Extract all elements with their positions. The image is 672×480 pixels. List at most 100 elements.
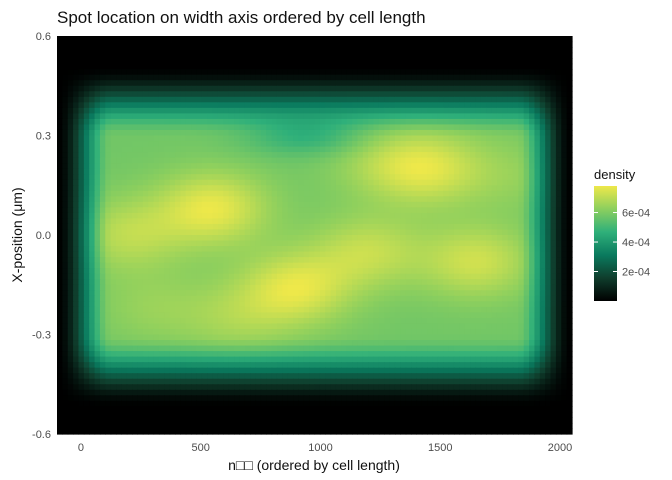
density-cell <box>325 74 332 81</box>
density-cell <box>384 290 391 297</box>
density-cell <box>78 290 85 297</box>
density-cell <box>475 124 482 131</box>
density-cell <box>411 306 418 313</box>
density-cell <box>341 85 348 92</box>
density-cell <box>325 141 332 148</box>
density-cell <box>201 185 208 192</box>
density-cell <box>201 207 208 214</box>
density-cell <box>319 107 326 114</box>
density-cell <box>357 152 364 159</box>
density-cell <box>62 301 69 308</box>
density-cell <box>405 185 412 192</box>
density-cell <box>357 196 364 203</box>
density-cell <box>480 129 487 137</box>
density-cell <box>94 257 101 264</box>
density-cell <box>228 190 235 197</box>
density-cell <box>234 268 240 275</box>
density-cell <box>255 146 262 153</box>
density-cell <box>83 295 90 302</box>
density-cell <box>94 85 101 92</box>
density-cell <box>561 113 568 120</box>
density-cell <box>405 74 412 81</box>
density-cell <box>223 174 230 181</box>
density-cell <box>196 201 203 208</box>
density-cell <box>228 246 235 253</box>
density-cell <box>459 113 466 120</box>
density-cell <box>110 212 117 220</box>
density-cell <box>73 47 80 54</box>
density-cell <box>550 284 557 291</box>
density-cell <box>158 190 165 197</box>
density-cell <box>346 185 353 192</box>
density-cell <box>502 190 509 197</box>
density-cell <box>158 107 165 114</box>
density-cell <box>550 240 557 247</box>
density-cell <box>459 102 466 109</box>
density-cell <box>453 91 460 98</box>
density-cell <box>132 124 139 131</box>
density-cell <box>293 196 299 203</box>
density-cell <box>453 212 460 220</box>
density-cell <box>384 179 391 186</box>
density-cell <box>164 63 171 70</box>
density-cell <box>175 201 181 208</box>
density-cell <box>153 240 160 247</box>
density-cell <box>384 129 391 137</box>
density-cell <box>158 306 165 313</box>
density-cell <box>309 129 316 137</box>
density-cell <box>89 52 96 59</box>
density-cell <box>271 69 278 76</box>
density-cell <box>255 41 262 48</box>
density-cell <box>325 96 332 103</box>
density-cell <box>480 52 487 59</box>
density-cell <box>384 251 391 258</box>
density-cell <box>244 124 251 131</box>
density-cell <box>185 63 192 70</box>
density-cell <box>459 47 466 54</box>
density-cell <box>491 141 498 148</box>
density-cell <box>62 190 69 197</box>
density-cell <box>539 284 546 291</box>
density-cell <box>545 107 552 114</box>
density-cell <box>239 196 246 203</box>
density-cell <box>475 52 482 59</box>
density-cell <box>470 124 477 131</box>
density-cell <box>99 201 106 208</box>
density-cell <box>314 85 321 92</box>
density-cell <box>271 273 278 280</box>
density-cell <box>121 312 128 319</box>
density-cell <box>566 312 573 319</box>
density-cell <box>142 47 149 54</box>
density-cell <box>534 295 541 302</box>
density-cell <box>142 301 149 308</box>
density-cell <box>271 163 278 170</box>
density-cell <box>250 273 257 280</box>
density-cell <box>373 58 380 65</box>
density-cell <box>411 135 418 142</box>
density-cell <box>341 174 348 181</box>
density-cell <box>416 284 423 291</box>
density-cell <box>411 246 418 253</box>
density-cell <box>260 295 267 302</box>
density-cell <box>116 41 122 48</box>
density-cell <box>368 268 375 275</box>
density-cell <box>244 312 251 319</box>
density-cell <box>545 301 552 308</box>
density-cell <box>164 246 171 253</box>
density-cell <box>99 118 106 126</box>
density-cell <box>287 69 294 76</box>
density-cell <box>110 196 117 203</box>
density-cell <box>309 102 316 109</box>
density-cell <box>255 185 262 192</box>
density-cell <box>228 229 235 236</box>
density-cell <box>250 301 257 308</box>
density-cell <box>518 69 525 76</box>
density-cell <box>561 246 568 253</box>
density-cell <box>175 141 181 148</box>
density-cell <box>341 124 348 131</box>
density-cell <box>255 212 262 220</box>
density-cell <box>523 290 530 297</box>
density-cell <box>437 240 444 247</box>
density-cell <box>335 317 342 325</box>
density-cell <box>416 141 423 148</box>
